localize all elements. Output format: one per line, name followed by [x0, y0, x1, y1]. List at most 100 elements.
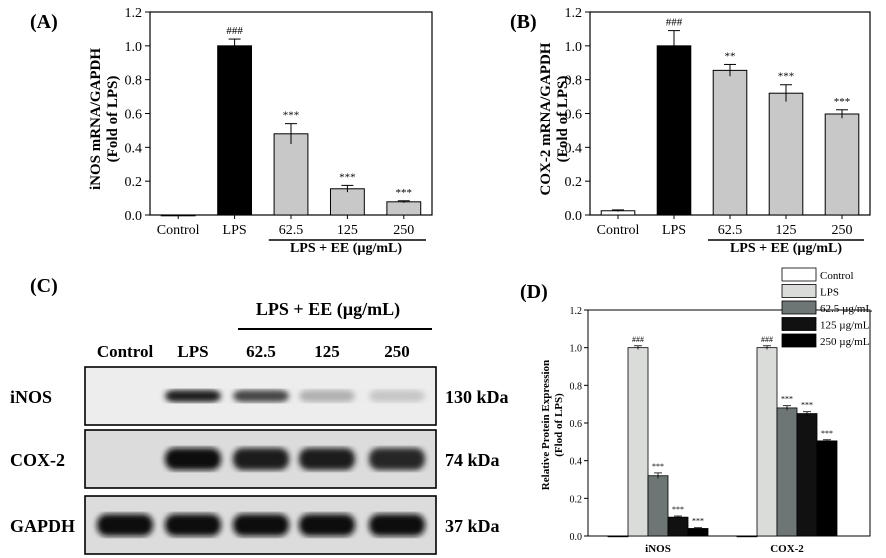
chart-a-ytick-label: 1.0 — [125, 40, 143, 55]
chart-d-significance: *** — [801, 401, 813, 410]
blot-lane-label: 125 — [314, 342, 340, 361]
chart-d-bar — [756, 347, 778, 537]
chart-d-bar — [667, 516, 689, 537]
chart-d-bar — [736, 535, 758, 538]
chart-a-xtick-label: Control — [157, 223, 200, 238]
chart-d-legend-label: 250 µg/mL — [820, 336, 870, 348]
chart-d-significance: ### — [632, 335, 644, 344]
blot-band — [233, 448, 289, 470]
chart-b-ytick-label: 0.0 — [565, 209, 583, 224]
chart-a-bar — [329, 188, 365, 216]
chart-b-xtick-label: LPS — [662, 223, 686, 238]
chart-d-ytick-label: 0.0 — [570, 532, 583, 543]
chart-a-significance: *** — [339, 171, 356, 183]
chart-d-significance: *** — [692, 517, 704, 526]
blot-band — [299, 448, 355, 470]
chart-b-significance: *** — [834, 96, 851, 108]
chart-d-significance: *** — [652, 462, 664, 471]
blot-band — [369, 514, 425, 536]
chart-a-significance: *** — [396, 187, 413, 199]
chart-d-significance: *** — [672, 505, 684, 514]
blot-row-size: 37 kDa — [445, 516, 500, 536]
chart-b-ytick-label: 1.0 — [565, 40, 583, 55]
chart-b-ytick-label: 0.2 — [565, 175, 583, 190]
chart-a-significance: *** — [283, 110, 300, 122]
chart-d-ytick-label: 0.4 — [570, 457, 583, 468]
blot-row-size: 74 kDa — [445, 450, 500, 470]
chart-a-xtick-label: 62.5 — [279, 223, 304, 238]
chart-b-ytick-label: 0.4 — [565, 141, 583, 156]
blot-lane-label: LPS — [177, 342, 208, 361]
chart-b-significance: *** — [778, 71, 795, 83]
chart-a-ytick-label: 0.6 — [125, 108, 143, 123]
chart-d-significance: ### — [761, 335, 773, 344]
chart-d-ytick-label: 1.2 — [570, 306, 583, 317]
chart-b-xtick-label: Control — [597, 223, 640, 238]
panel-label-a: (A) — [30, 11, 58, 33]
chart-d-ytick-label: 1.0 — [570, 344, 583, 355]
chart-d-xtick-label: iNOS — [645, 543, 671, 555]
chart-b-ylabel-1: COX-2 mRNA/GAPDH — [538, 42, 554, 195]
chart-b-significance: ### — [666, 17, 683, 29]
chart-d-bar — [607, 535, 629, 538]
chart-b-xtick-label: 62.5 — [718, 223, 743, 238]
chart-a-inos-mrna: iNOS mRNA/GAPDH (Fold of LPS) 0.0 0.2 0.4 0… — [88, 6, 433, 256]
chart-d-ylabel-2: (Flod of LPS) — [553, 393, 565, 457]
blot-lane-label: 250 — [384, 342, 410, 361]
blot-band — [233, 390, 289, 402]
chart-d-ytick-label: 0.2 — [570, 494, 583, 505]
chart-d-ytick-label: 0.8 — [570, 381, 583, 392]
blot-band — [233, 514, 289, 536]
chart-b-significance: ** — [725, 50, 736, 62]
chart-a-ylabel-2: (Fold of LPS) — [105, 76, 121, 163]
chart-d-xtick-label: COX-2 — [770, 543, 804, 555]
panel-label-c: (C) — [30, 275, 58, 297]
chart-a-bar — [273, 133, 309, 216]
chart-b-bar — [768, 92, 804, 216]
blot-row-label: GAPDH — [10, 516, 75, 536]
blot-group-header: LPS + EE (µg/mL) — [256, 299, 400, 320]
chart-b-ytick-label: 1.2 — [565, 6, 583, 21]
blot-row-label: iNOS — [10, 387, 52, 407]
chart-d-legend-swatch — [781, 317, 817, 331]
chart-b-xtick-label: 125 — [776, 223, 797, 238]
blot-lane-label: 62.5 — [246, 342, 276, 361]
blot-band — [369, 390, 425, 402]
chart-d-bar — [687, 528, 709, 537]
western-blot-panel: LPS + EE (µg/mL) Control LPS 62.5 125 250 iNO… — [10, 299, 509, 555]
chart-d-legend-label: Control — [820, 270, 854, 282]
chart-a-xtick-label: 250 — [393, 223, 414, 238]
blot-lane-label: Control — [97, 342, 154, 361]
chart-d-bar — [627, 347, 649, 537]
chart-a-xtick-label: 125 — [337, 223, 358, 238]
chart-a-ytick-label: 0.4 — [125, 141, 143, 156]
chart-d-bar — [647, 475, 669, 537]
chart-d-legend-label: LPS — [820, 287, 839, 299]
chart-b-cox2-mrna: COX-2 mRNA/GAPDH (Fold of LPS) 0.0 0.2 0.4… — [538, 6, 871, 256]
blot-band — [299, 390, 355, 402]
chart-d-legend-swatch — [781, 333, 817, 348]
chart-d-legend-label: 125 µg/mL — [820, 320, 870, 332]
chart-b-xtick-label: 250 — [832, 223, 853, 238]
chart-a-bar — [386, 201, 422, 216]
chart-b-bar — [712, 69, 748, 216]
blot-band — [97, 514, 153, 536]
chart-d-bar — [816, 440, 838, 537]
chart-d-legend-swatch — [781, 267, 817, 282]
panel-label-d: (D) — [520, 281, 548, 303]
blot-band — [165, 448, 221, 470]
chart-d-significance: *** — [781, 395, 793, 404]
chart-d-ylabel-1: Relative Protein Expression — [540, 360, 552, 490]
blot-band — [165, 514, 221, 536]
chart-d-protein-expression: Relative Protein Expression (Flod of LPS… — [540, 267, 872, 555]
chart-a-ytick-label: 0.0 — [125, 209, 143, 224]
chart-a-ytick-label: 0.2 — [125, 175, 143, 190]
chart-a-bar — [217, 45, 253, 216]
chart-d-bar — [796, 413, 818, 537]
chart-a-ylabel-1: iNOS mRNA/GAPDH — [88, 48, 104, 190]
blot-row-label: COX-2 — [10, 450, 65, 470]
chart-a-ytick-label: 0.8 — [125, 74, 143, 89]
blot-band — [299, 514, 355, 536]
chart-d-legend-swatch — [781, 300, 817, 315]
chart-b-bar — [824, 113, 860, 216]
